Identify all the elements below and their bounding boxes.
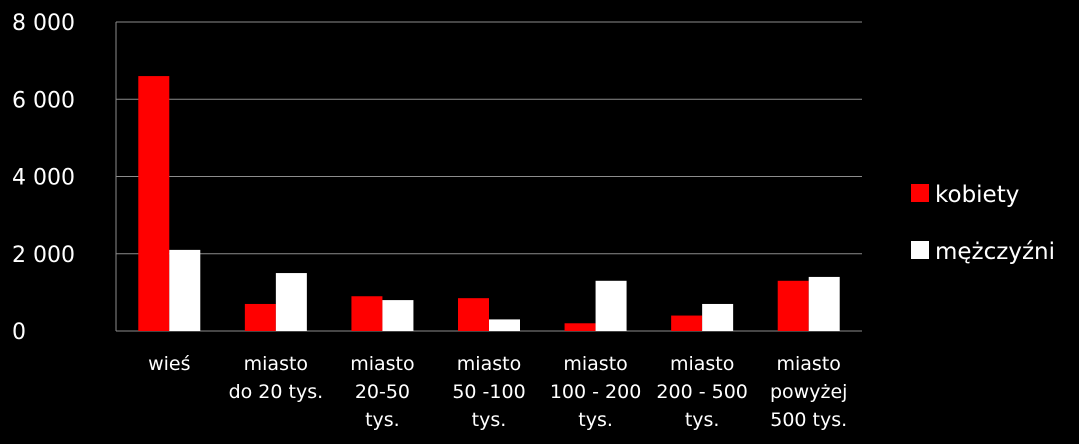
bar-kobiety-0 [138, 76, 170, 331]
bar-kobiety-1 [244, 303, 276, 331]
y-tick-label: 6 000 [12, 88, 75, 113]
bar-mezczyzni-0 [169, 249, 201, 331]
bar-mezczyzni-1 [275, 273, 307, 331]
x-category-label: miasto 200 - 500 tys. [656, 353, 747, 431]
bar-kobiety-5 [671, 315, 703, 331]
bar-mezczyzni-6 [808, 276, 840, 331]
y-axis-tick-labels: 0 2 000 4 000 6 000 8 000 [12, 11, 75, 345]
y-tick-label: 8 000 [12, 11, 75, 36]
legend-swatch [911, 184, 929, 202]
bar-mezczyzni-3 [489, 319, 520, 331]
bar-mezczyzni-5 [702, 303, 734, 331]
x-category-label: wieś [148, 353, 190, 375]
x-category-label: miasto powyżej 500 tys. [770, 353, 847, 431]
bar-kobiety-6 [777, 280, 809, 331]
x-axis-category-labels: wieś miasto do 20 tys. miasto 20-50 tys. miast… [148, 353, 847, 431]
bar-kobiety-4 [564, 323, 596, 331]
x-category-label: miasto 20-50 tys. [350, 353, 414, 431]
x-category-label: miasto 50 -100 tys. [452, 353, 525, 431]
legend-swatch [911, 241, 929, 259]
gridlines [115, 21, 862, 332]
x-category-label: miasto 100 - 200 tys. [550, 353, 641, 431]
y-tick-label: 4 000 [12, 166, 75, 191]
legend-label: mężczyźni [935, 239, 1055, 265]
y-tick-label: 0 [12, 320, 26, 345]
legend: kobiety mężczyźni [911, 182, 1055, 265]
bars [138, 76, 840, 331]
bar-mezczyzni-2 [382, 300, 414, 331]
y-tick-label: 2 000 [12, 243, 75, 268]
legend-label: kobiety [935, 182, 1019, 208]
bar-kobiety-2 [351, 296, 383, 331]
bar-mezczyzni-4 [595, 280, 627, 331]
bar-kobiety-3 [458, 298, 489, 331]
x-category-label: miasto do 20 tys. [229, 353, 324, 403]
